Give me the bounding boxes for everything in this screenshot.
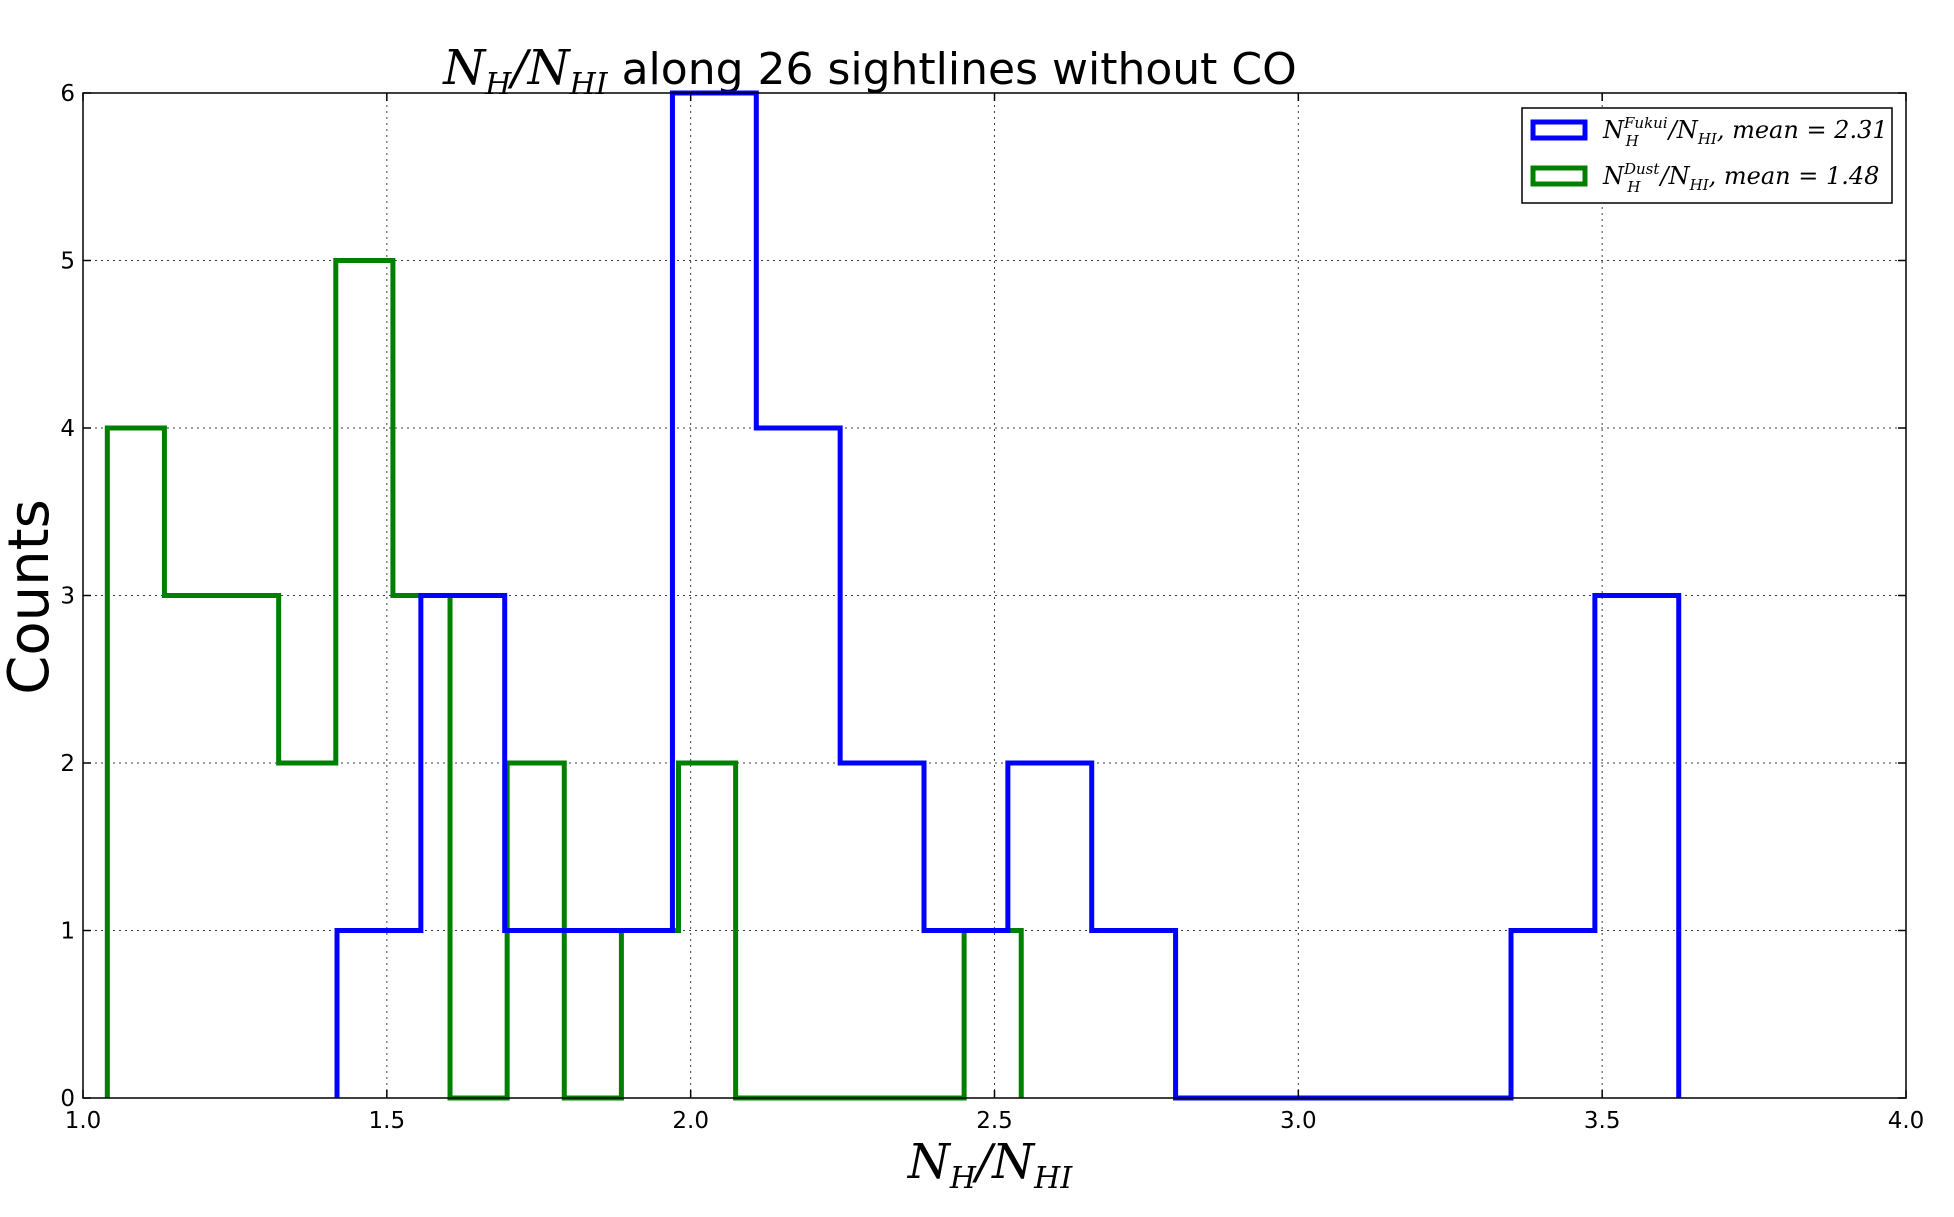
- y-tick-label: 5: [60, 249, 75, 275]
- legend-swatch-fukui: [1530, 119, 1588, 141]
- histogram-fukui-line: [334, 90, 1682, 1101]
- y-tick-label: 4: [60, 416, 75, 442]
- y-tick-label: 3: [60, 584, 75, 610]
- histogram-dust-line: [104, 258, 1024, 1101]
- y-tick-label: 0: [60, 1086, 75, 1112]
- chart-title: NH/NHI along 26 sightlines without CO: [442, 40, 1297, 102]
- x-tick-label: 3.5: [1584, 1108, 1621, 1134]
- y-tick-label: 2: [60, 751, 75, 777]
- x-tick-label: 1.5: [369, 1108, 406, 1134]
- y-tick-label: 6: [60, 81, 75, 107]
- legend-label-fukui: NFukui H/NHI, mean = 2.31: [1602, 114, 1888, 150]
- legend-label-dust: NDust H/NHI, mean = 1.48: [1602, 160, 1879, 196]
- x-tick-label: 2.0: [672, 1108, 709, 1134]
- legend: NFukui H/NHI, mean = 2.31 NDust H/NHI, mea…: [1521, 107, 1893, 204]
- axis-ticks: 1.0 1.5 2.0 2.5 3.0 3.5 4.0 0 1 2 3 4 5 6: [60, 81, 1924, 1134]
- legend-swatch-dust: [1530, 165, 1588, 187]
- y-axis-label: Counts: [0, 499, 62, 694]
- x-tick-label: 4.0: [1888, 1108, 1925, 1134]
- x-tick-label: 1.0: [65, 1108, 102, 1134]
- x-tick-label: 2.5: [976, 1108, 1013, 1134]
- x-axis-label: NH/NHI: [907, 1134, 1074, 1196]
- x-tick-label: 3.0: [1280, 1108, 1317, 1134]
- y-tick-label: 1: [60, 919, 75, 945]
